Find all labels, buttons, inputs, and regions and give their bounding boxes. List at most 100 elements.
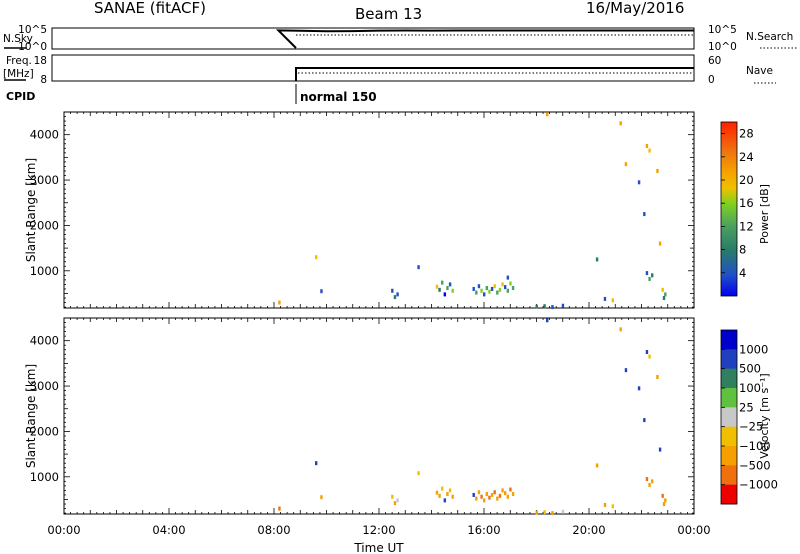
power-colorbar-tick-label: 4 — [739, 266, 746, 280]
velocity-data-point — [448, 488, 452, 493]
velocity-colorbar-block — [721, 465, 737, 486]
power-data-point — [509, 281, 512, 286]
power-data-point — [483, 292, 486, 297]
velocity-data-point — [546, 318, 549, 323]
velocity-data-point — [511, 492, 515, 497]
velocity-data-point — [493, 490, 496, 495]
power-data-point — [643, 212, 646, 217]
velocity-data-point — [498, 493, 502, 498]
power-colorbar-label: Power [dB] — [758, 184, 771, 244]
freq-left-tick-top: 18 — [34, 55, 47, 67]
velocity-data-point — [645, 350, 649, 355]
velocity-colorbar-tick-label: −1000 — [739, 478, 778, 492]
power-y-tick-label: 3000 — [30, 173, 59, 187]
power-data-point — [651, 273, 654, 278]
velocity-y-tick-label: 1000 — [30, 470, 59, 484]
power-data-point — [448, 282, 452, 287]
velocity-colorbar-tick-label: −500 — [739, 458, 771, 472]
power-data-point — [546, 112, 549, 117]
velocity-data-point — [504, 491, 507, 496]
velocity-data-point — [483, 498, 486, 503]
velocity-data-point — [595, 463, 599, 468]
power-data-point — [506, 275, 510, 280]
velocity-data-point — [543, 510, 546, 515]
frequency-line — [295, 67, 694, 81]
velocity-data-point — [472, 492, 475, 497]
x-tick-label: 00:00 — [677, 523, 710, 537]
power-data-point — [443, 292, 447, 297]
velocity-data-point — [443, 498, 447, 503]
noise-right-tick-top: 10^5 — [708, 24, 737, 36]
freq-right-tick-bottom: 0 — [708, 74, 715, 86]
velocity-colorbar-block — [721, 388, 737, 408]
power-data-point — [498, 287, 502, 292]
velocity-colorbar-block — [721, 349, 737, 370]
freq-left-tick-bottom: 8 — [40, 74, 47, 86]
velocity-colorbar-block — [721, 368, 737, 389]
velocity-data-point — [645, 477, 649, 482]
power-data-point — [535, 304, 538, 309]
power-data-point — [315, 255, 318, 260]
velocity-data-point — [651, 479, 654, 484]
power-data-point — [451, 288, 454, 293]
power-data-point — [561, 303, 565, 308]
power-data-point — [477, 284, 481, 289]
power-colorbar-tick-label: 28 — [739, 127, 754, 141]
power-data-point — [490, 286, 494, 291]
power-data-point — [603, 296, 607, 301]
power-data-point — [488, 289, 491, 294]
noise-left-tick-bottom: 10^0 — [18, 41, 47, 53]
date-title: 16/May/2016 — [586, 0, 684, 17]
power-data-point — [551, 305, 554, 310]
velocity-data-point — [501, 488, 504, 493]
velocity-data-point — [662, 502, 666, 507]
velocity-colorbar-tick-label: −25 — [739, 420, 763, 434]
power-data-point — [396, 292, 399, 297]
cpid-label: CPID — [6, 90, 35, 103]
velocity-colorbar-tick-label: 25 — [739, 400, 754, 414]
power-data-point — [446, 286, 449, 291]
velocity-colorbar-label: Velocity [m s⁻¹] — [758, 373, 771, 458]
x-tick-label: 00:00 — [47, 523, 80, 537]
velocity-data-point — [480, 494, 483, 499]
power-data-point — [441, 280, 444, 285]
velocity-data-point — [451, 494, 454, 499]
power-panel-frame — [63, 111, 695, 309]
velocity-colorbar-tick-label: −100 — [739, 439, 771, 453]
power-data-point — [645, 271, 649, 276]
x-axis-label: Time UT — [353, 541, 404, 554]
velocity-data-point — [417, 471, 420, 476]
x-tick-label: 08:00 — [257, 523, 290, 537]
noise-panel: N.Sky 10^5 10^0 10^5 10^0 N.Search — [3, 24, 797, 53]
power-colorbar-tick-label: 16 — [739, 196, 754, 210]
x-tick-label: 20:00 — [572, 523, 605, 537]
freq-right-tick-top: 60 — [708, 55, 721, 67]
noise-left-label: N.Sky — [3, 33, 33, 45]
power-colorbar-tick-label: 20 — [739, 173, 754, 187]
velocity-data-point — [441, 486, 444, 491]
noise-sky-line — [275, 29, 694, 49]
power-data-point — [648, 276, 651, 281]
velocity-y-tick-label: 4000 — [30, 334, 59, 348]
power-data-point — [480, 288, 483, 293]
velocity-data-point — [320, 495, 323, 500]
velocity-data-point — [477, 490, 481, 495]
beam-title: Beam 13 — [355, 5, 422, 23]
freq-label: Freq. — [6, 55, 32, 67]
velocity-data-point — [656, 374, 659, 379]
velocity-data-point — [435, 490, 439, 495]
velocity-data-point — [393, 501, 397, 506]
power-colorbar-tick-label: 12 — [739, 219, 754, 233]
power-data-point — [475, 290, 478, 295]
power-data-point — [661, 287, 664, 292]
velocity-colorbar-block — [721, 446, 737, 466]
power-data-point — [656, 168, 659, 173]
x-tick-label: 12:00 — [362, 523, 395, 537]
noise-right-tick-bottom: 10^0 — [708, 41, 737, 53]
velocity-colorbar-tick-label: 100 — [739, 381, 761, 395]
power-data-point — [662, 296, 666, 301]
noise-left-tick-top: 10^5 — [18, 24, 47, 36]
velocity-panel: Slant Range [km] 1000 2000 3000 4000 00:00 04… — [24, 317, 711, 537]
power-data-point — [658, 241, 662, 246]
